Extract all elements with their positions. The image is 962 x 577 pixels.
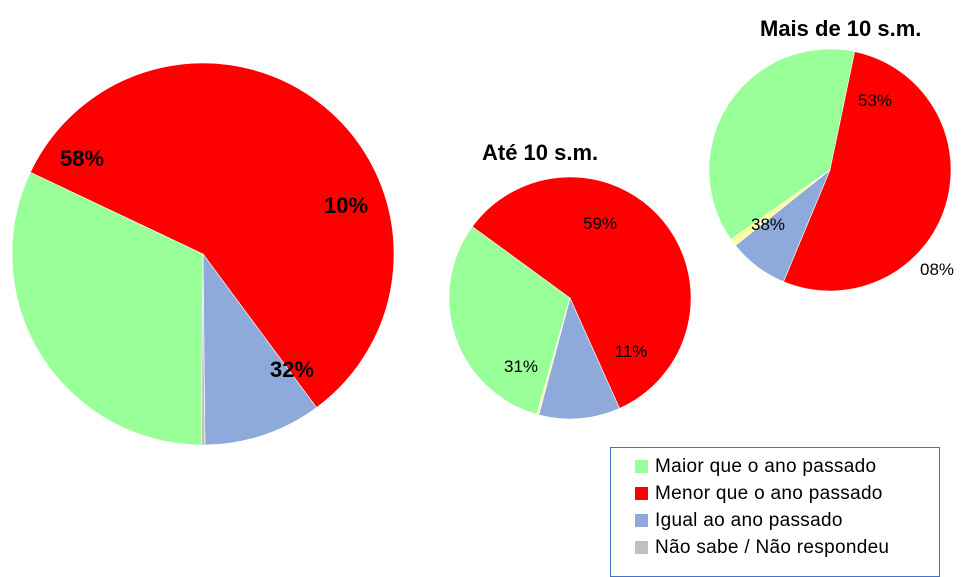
pie-2-label-maior: 38%	[751, 215, 785, 234]
pie-1-label-menor: 59%	[583, 214, 617, 233]
pie-2-slice-nao-sabe	[730, 169, 831, 246]
pie-title-mais-10: Mais de 10 s.m.	[760, 16, 922, 41]
pie-0-slice-menor	[29, 62, 395, 409]
legend-item-menor: Menor que o ano passado	[635, 480, 939, 507]
pie-2-label-igual: 08%	[920, 260, 954, 279]
pie-2-label-menor: 53%	[858, 91, 892, 110]
pie-2-slice-maior	[708, 48, 856, 240]
pie-title-ate-10: Até 10 s.m.	[482, 140, 599, 165]
pie-0-slice-maior	[11, 171, 204, 446]
pie-1-slice-nao-sabe	[536, 297, 571, 416]
legend-swatch-igual	[635, 514, 648, 527]
legend-swatch-menor	[635, 487, 648, 500]
pie-2-slice-menor	[783, 51, 952, 292]
pie-0-slice-nao-sabe	[201, 253, 206, 446]
pie-1-label-maior: 31%	[504, 357, 538, 376]
legend-item-nao-sabe: Não sabe / Não respondeu	[635, 534, 939, 561]
legend-swatch-maior	[635, 460, 648, 473]
pie-1-slice-igual	[538, 297, 620, 420]
pie-0-label-maior: 32%	[270, 357, 314, 382]
legend-item-maior: Maior que o ano passado	[635, 453, 939, 480]
pie-0-slice-igual	[202, 253, 317, 446]
legend-label-menor: Menor que o ano passado	[655, 482, 883, 504]
pie-1-slice-menor	[471, 176, 692, 409]
legend-swatch-nao-sabe	[635, 541, 648, 554]
pie-0-label-igual: 10%	[324, 193, 368, 218]
pie-1-slice-maior	[448, 226, 571, 415]
legend-item-igual: Igual ao ano passado	[635, 507, 939, 534]
pie-1-label-igual: 11%	[615, 342, 648, 361]
legend-label-igual: Igual ao ano passado	[655, 509, 843, 531]
legend-label-nao-sabe: Não sabe / Não respondeu	[655, 536, 890, 558]
legend: Maior que o ano passado Menor que o ano …	[610, 447, 940, 577]
pie-0-label-menor: 58%	[60, 146, 104, 171]
legend-label-maior: Maior que o ano passado	[655, 455, 877, 477]
